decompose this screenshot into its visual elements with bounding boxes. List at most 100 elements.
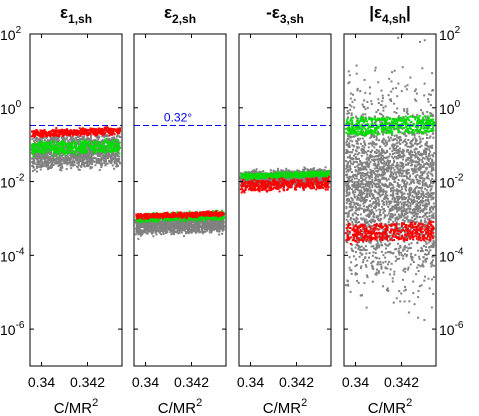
data-point: [207, 210, 210, 213]
data-point: [94, 134, 97, 137]
data-point: [94, 143, 97, 146]
data-point: [216, 217, 219, 220]
data-point: [211, 227, 213, 230]
data-point: [79, 147, 82, 150]
data-point: [99, 152, 102, 154]
data-point: [46, 154, 49, 157]
data-point: [100, 140, 103, 143]
data-point: [219, 219, 221, 222]
data-point: [158, 214, 160, 217]
data-point: [55, 159, 58, 162]
data-point: [115, 147, 118, 150]
data-point: [89, 167, 92, 170]
data-point: [52, 129, 55, 132]
data-point: [161, 226, 164, 229]
data-point: [98, 152, 101, 155]
data-point: [212, 225, 215, 228]
data-point: [73, 156, 76, 159]
data-point: [75, 147, 78, 150]
data-point: [62, 158, 65, 160]
data-point: [49, 145, 51, 148]
data-point: [95, 134, 98, 137]
data-point: [212, 211, 215, 214]
data-point: [65, 130, 68, 133]
data-point: [64, 152, 67, 155]
axes-frame: [133, 33, 227, 367]
data-point: [70, 148, 73, 151]
data-point: [109, 140, 112, 143]
data-point: [180, 223, 183, 226]
data-point: [65, 154, 68, 157]
data-point: [47, 166, 50, 169]
data-point: [153, 221, 156, 224]
data-point: [141, 215, 144, 218]
data-point: [42, 152, 45, 155]
data-point: [218, 223, 220, 226]
data-point: [94, 145, 97, 148]
data-point: [58, 150, 61, 153]
data-point: [85, 149, 87, 152]
data-point: [280, 169, 283, 172]
data-point: [44, 135, 47, 138]
data-point: [45, 146, 48, 149]
data-point: [214, 228, 217, 231]
data-point: [37, 165, 40, 168]
data-point: [173, 214, 175, 217]
data-point: [114, 153, 117, 156]
data-point: [104, 157, 107, 159]
y-tick-label: 100: [0, 99, 22, 117]
data-point: [86, 160, 89, 163]
data-point: [68, 157, 70, 160]
data-point: [50, 130, 53, 133]
data-point: [87, 155, 90, 158]
data-point: [55, 138, 58, 141]
data-point: [70, 155, 73, 158]
data-point: [170, 233, 173, 236]
data-point: [282, 169, 285, 172]
data-point: [88, 156, 91, 159]
data-point: [88, 153, 91, 156]
data-point: [110, 153, 113, 156]
data-point: [119, 136, 122, 139]
data-point: [153, 214, 156, 217]
data-point: [52, 164, 55, 166]
data-point: [59, 131, 62, 134]
data-point: [113, 146, 116, 149]
data-point: [36, 154, 39, 157]
data-point: [216, 209, 219, 212]
data-point: [71, 141, 74, 144]
data-point: [155, 214, 158, 216]
data-point: [140, 219, 143, 221]
data-point: [58, 158, 61, 161]
data-point: [57, 164, 60, 167]
data-point: [181, 227, 184, 230]
data-point: [43, 129, 46, 131]
data-point: [166, 222, 169, 225]
data-point: [93, 160, 96, 163]
data-point: [57, 141, 60, 144]
data-point: [206, 225, 209, 228]
data-point: [142, 218, 145, 221]
data-point: [37, 151, 40, 153]
data-point: [80, 154, 83, 157]
data-point: [146, 217, 149, 220]
data-point: [48, 149, 51, 152]
data-point: [63, 146, 65, 149]
data-point: [99, 160, 102, 162]
data-point: [50, 152, 53, 155]
data-point: [222, 221, 224, 224]
data-point: [71, 162, 74, 165]
data-point: [183, 215, 185, 218]
data-point: [255, 170, 258, 173]
data-point: [75, 129, 78, 132]
data-point: [40, 165, 43, 168]
data-point: [114, 158, 117, 161]
data-point: [111, 142, 114, 145]
data-point: [113, 153, 115, 156]
data-point: [46, 139, 49, 142]
data-point: [70, 131, 73, 134]
x-tick-label: 0.342: [174, 374, 209, 390]
data-point: [55, 149, 58, 152]
data-point: [116, 152, 119, 155]
data-point: [207, 212, 210, 215]
